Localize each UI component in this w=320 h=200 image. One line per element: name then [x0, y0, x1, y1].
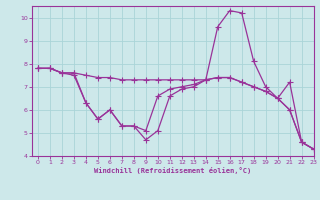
X-axis label: Windchill (Refroidissement éolien,°C): Windchill (Refroidissement éolien,°C): [94, 167, 252, 174]
